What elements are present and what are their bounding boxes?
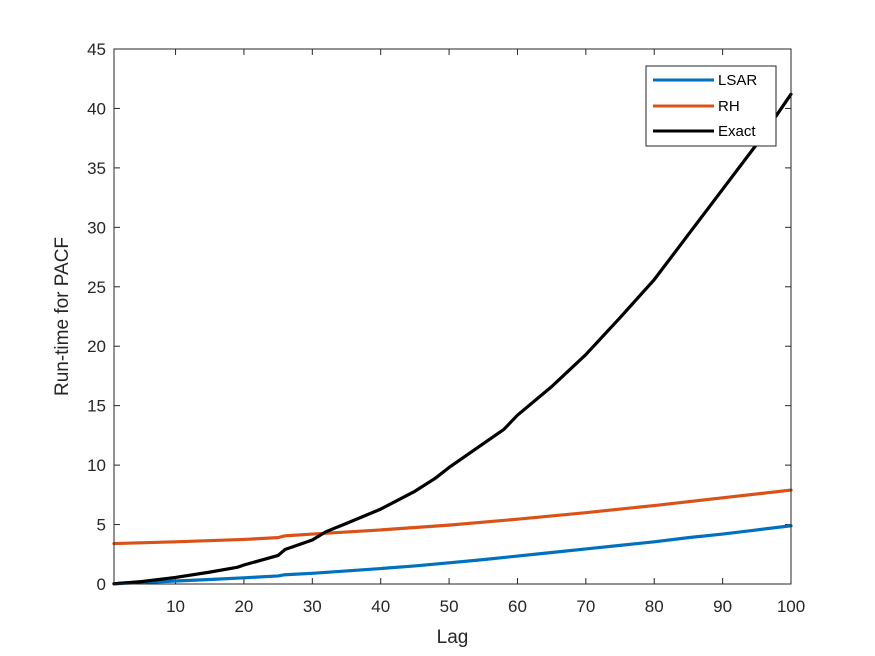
x-tick-label: 20: [234, 597, 253, 616]
tick-labels: 10 20 30 40 50 60 70 80 90 100 0 5 10 15 20 25 30 35 40 45: [87, 40, 805, 616]
y-tick-label: 45: [87, 40, 106, 59]
x-tick-label: 60: [508, 597, 527, 616]
series-line-lsar: [112, 524, 793, 586]
x-tick-label: 40: [371, 597, 390, 616]
y-tick-label: 10: [87, 456, 106, 475]
x-tick-label: 30: [303, 597, 322, 616]
y-tick-label: 0: [97, 575, 106, 594]
y-axis-title: Run-time for PACF: [52, 237, 73, 396]
y-tick-label: 15: [87, 397, 106, 416]
x-tick-label: 50: [440, 597, 459, 616]
y-tick-label: 35: [87, 159, 106, 178]
x-tick-label: 80: [645, 597, 664, 616]
x-tick-label: 10: [166, 597, 185, 616]
y-tick-label: 30: [87, 218, 106, 237]
axes-box: [113, 48, 792, 585]
series-line-exact: [112, 92, 793, 586]
y-tick-label: 25: [87, 278, 106, 297]
y-tick-label: 20: [87, 337, 106, 356]
x-tick-label: 90: [713, 597, 732, 616]
series-lines: [112, 92, 793, 586]
y-tick-label: 5: [97, 516, 106, 535]
legend: LSAR RH Exact: [645, 65, 777, 147]
x-tick-label: 100: [777, 597, 805, 616]
x-tick-label: 70: [576, 597, 595, 616]
legend-label-exact: Exact: [718, 123, 756, 140]
y-tick-label: 40: [87, 99, 106, 118]
legend-label-lsar: LSAR: [718, 72, 757, 89]
legend-label-rh: RH: [718, 98, 740, 115]
x-axis-title: Lag: [437, 627, 469, 648]
series-line-rh: [112, 488, 793, 546]
